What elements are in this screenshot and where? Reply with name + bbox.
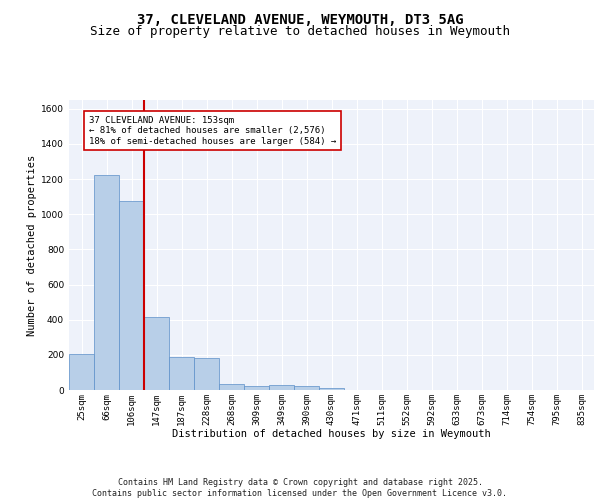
Bar <box>69 354 94 390</box>
Text: Contains HM Land Registry data © Crown copyright and database right 2025.
Contai: Contains HM Land Registry data © Crown c… <box>92 478 508 498</box>
Bar <box>144 317 169 390</box>
Bar <box>119 201 144 390</box>
X-axis label: Distribution of detached houses by size in Weymouth: Distribution of detached houses by size … <box>172 429 491 439</box>
Bar <box>194 358 219 390</box>
Bar <box>219 384 244 390</box>
Bar <box>269 384 294 390</box>
Bar <box>294 386 319 390</box>
Text: 37, CLEVELAND AVENUE, WEYMOUTH, DT3 5AG: 37, CLEVELAND AVENUE, WEYMOUTH, DT3 5AG <box>137 12 463 26</box>
Bar <box>169 358 194 390</box>
Text: Size of property relative to detached houses in Weymouth: Size of property relative to detached ho… <box>90 25 510 38</box>
Bar <box>244 386 269 390</box>
Bar <box>319 388 344 390</box>
Text: 37 CLEVELAND AVENUE: 153sqm
← 81% of detached houses are smaller (2,576)
18% of : 37 CLEVELAND AVENUE: 153sqm ← 81% of det… <box>89 116 336 146</box>
Bar <box>94 174 119 390</box>
Y-axis label: Number of detached properties: Number of detached properties <box>27 154 37 336</box>
